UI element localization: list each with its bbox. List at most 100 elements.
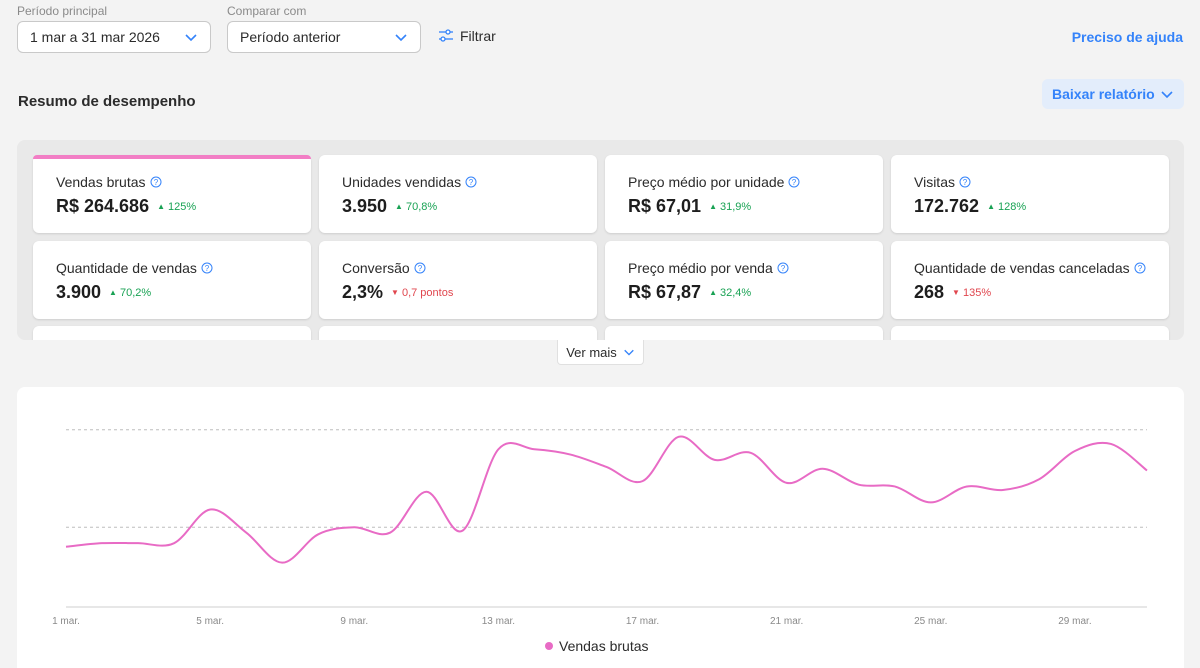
filter-label: Filtrar: [460, 28, 496, 44]
x-tick-label: 5 mar.: [196, 616, 224, 627]
help-circle-icon[interactable]: ?: [1134, 262, 1146, 274]
metric-label: Visitas?: [914, 173, 1146, 191]
metric-delta: ▲ 70,2%: [109, 287, 151, 299]
metric-label-text: Preço médio por venda: [628, 260, 773, 276]
metric-label: Conversão?: [342, 259, 574, 277]
metric-value: 2,3%: [342, 282, 384, 302]
metric-delta-text: 70,8%: [405, 200, 438, 213]
metric-label-text: Vendas brutas: [56, 174, 146, 190]
x-tick-label: 21 mar.: [770, 616, 803, 627]
metric-label: Quantidade de vendas?: [56, 259, 288, 277]
see-more-label: Ver mais: [566, 344, 617, 360]
metric-card-peek: [891, 326, 1169, 340]
x-tick-label: 29 mar.: [1058, 616, 1091, 627]
triangle-up-icon: ▲: [987, 202, 995, 211]
triangle-up-icon: ▲: [157, 202, 165, 211]
metric-value: R$ 67,01: [628, 196, 702, 216]
metric-delta-text: 135%: [962, 286, 992, 299]
compare-label: Comparar com: [227, 4, 307, 18]
metric-label-text: Quantidade de vendas canceladas: [914, 260, 1130, 276]
x-tick-label: 1 mar.: [52, 616, 80, 627]
metric-value: 3.900: [56, 282, 102, 302]
help-circle-icon[interactable]: ?: [414, 262, 426, 274]
triangle-down-icon: ▼: [952, 288, 960, 297]
svg-text:?: ?: [417, 264, 422, 273]
metric-delta-text: 125%: [168, 200, 197, 213]
metric-label-text: Conversão: [342, 260, 410, 276]
metric-value: 172.762: [914, 196, 980, 216]
metric-card[interactable]: Visitas? 172.762 ▲ 128%: [891, 155, 1169, 233]
svg-text:?: ?: [469, 178, 474, 187]
metric-value: 3.950: [342, 196, 388, 216]
metric-label: Preço médio por venda?: [628, 259, 860, 277]
metric-label-text: Visitas: [914, 174, 955, 190]
metric-delta: ▲ 125%: [157, 201, 196, 213]
chevron-down-icon: [185, 34, 197, 42]
main-period-value: 1 mar a 31 mar 2026: [30, 29, 160, 45]
svg-text:?: ?: [963, 178, 968, 187]
metric-delta-text: 0,7 pontos: [401, 286, 454, 299]
chart-card: 1 mar. 5 mar. 9 mar. 13 mar. 17 mar. 21 mar. 2…: [17, 387, 1184, 668]
compare-value: Período anterior: [240, 29, 341, 45]
metric-label-text: Quantidade de vendas: [56, 260, 197, 276]
svg-text:?: ?: [781, 264, 786, 273]
download-report-label: Baixar relatório: [1052, 86, 1155, 102]
help-circle-icon[interactable]: ?: [201, 262, 213, 274]
metric-card-peek: [319, 326, 597, 340]
compare-select[interactable]: Período anterior: [227, 21, 421, 53]
help-link[interactable]: Preciso de ajuda: [1071, 29, 1183, 45]
metric-value: R$ 264.686: [56, 196, 150, 216]
metric-card[interactable]: Vendas brutas? R$ 264.686 ▲ 125%: [33, 155, 311, 233]
metric-label: Quantidade de vendas canceladas?: [914, 259, 1146, 277]
metric-delta-text: 31,9%: [719, 200, 752, 213]
filter-button[interactable]: Filtrar: [438, 28, 496, 44]
metric-delta: ▼ 0,7 pontos: [391, 287, 453, 299]
metric-delta: ▼ 135%: [952, 287, 991, 299]
metric-label: Unidades vendidas?: [342, 173, 574, 191]
metric-card[interactable]: Preço médio por venda? R$ 67,87 ▲ 32,4%: [605, 241, 883, 319]
metric-label-text: Unidades vendidas: [342, 174, 462, 190]
triangle-down-icon: ▼: [391, 288, 399, 297]
see-more-button[interactable]: Ver mais: [557, 340, 644, 365]
help-circle-icon[interactable]: ?: [959, 176, 971, 188]
x-tick-label: 25 mar.: [914, 616, 947, 627]
help-circle-icon[interactable]: ?: [150, 176, 162, 188]
svg-text:?: ?: [1137, 264, 1142, 273]
metric-card[interactable]: Preço médio por unidade? R$ 67,01 ▲ 31,9%: [605, 155, 883, 233]
metric-delta: ▲ 32,4%: [709, 287, 751, 299]
metric-delta: ▲ 31,9%: [709, 201, 751, 213]
metric-label: Vendas brutas?: [56, 173, 288, 191]
triangle-up-icon: ▲: [395, 202, 403, 211]
metric-delta: ▲ 70,8%: [395, 201, 437, 213]
help-circle-icon[interactable]: ?: [465, 176, 477, 188]
sales-line-chart: 1 mar. 5 mar. 9 mar. 13 mar. 17 mar. 21 mar. 2…: [52, 429, 1148, 627]
metric-delta-text: 128%: [998, 200, 1027, 213]
x-tick-label: 9 mar.: [340, 616, 368, 627]
metric-card-peek: [33, 326, 311, 340]
metric-card[interactable]: Conversão? 2,3% ▼ 0,7 pontos: [319, 241, 597, 319]
metric-label-text: Preço médio por unidade: [628, 174, 785, 190]
download-report-button[interactable]: Baixar relatório: [1042, 79, 1184, 109]
main-period-select[interactable]: 1 mar a 31 mar 2026: [17, 21, 211, 53]
filter-icon: [439, 29, 453, 42]
metric-label: Preço médio por unidade?: [628, 173, 860, 191]
metric-card[interactable]: Quantidade de vendas? 3.900 ▲ 70,2%: [33, 241, 311, 319]
x-tick-label: 17 mar.: [626, 616, 659, 627]
chart-legend: Vendas brutas: [545, 638, 649, 654]
metric-delta-text: 70,2%: [119, 286, 152, 299]
svg-text:?: ?: [792, 178, 797, 187]
triangle-up-icon: ▲: [709, 202, 717, 211]
x-tick-label: 13 mar.: [482, 616, 515, 627]
chevron-down-icon: [1161, 91, 1173, 99]
series-line-vendas-brutas[interactable]: [65, 435, 1148, 564]
metric-card[interactable]: Quantidade de vendas canceladas? 268 ▼ 135%: [891, 241, 1169, 319]
metric-value: 268: [914, 282, 945, 302]
metrics-panel: Vendas brutas? R$ 264.686 ▲ 125% Unidades ve…: [17, 140, 1184, 340]
metric-card-peek: [605, 326, 883, 340]
legend-dot: [545, 642, 553, 650]
chevron-down-icon: [395, 34, 407, 42]
help-circle-icon[interactable]: ?: [788, 176, 800, 188]
help-circle-icon[interactable]: ?: [777, 262, 789, 274]
svg-text:?: ?: [153, 178, 158, 187]
metric-card[interactable]: Unidades vendidas? 3.950 ▲ 70,8%: [319, 155, 597, 233]
